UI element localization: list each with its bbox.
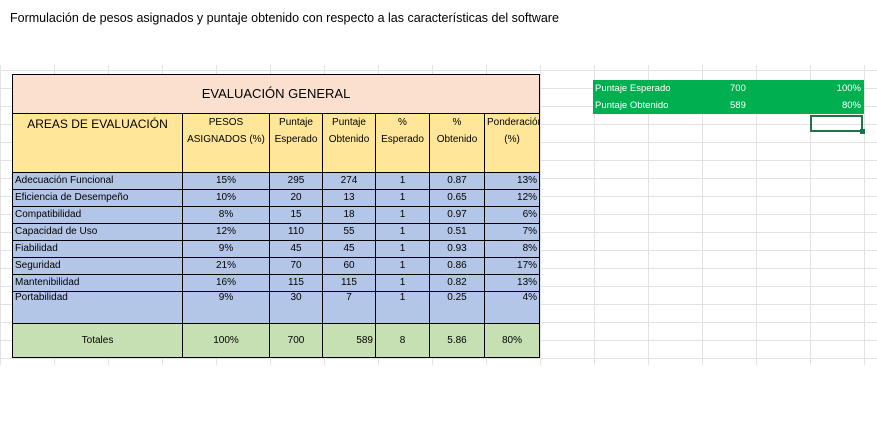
- summary-pct[interactable]: 100%: [836, 83, 861, 94]
- cell-area[interactable]: Eficiencia de Desempeño: [12, 189, 183, 207]
- cell-esperado[interactable]: 45: [269, 240, 323, 258]
- cell-pct-esperado[interactable]: 1: [375, 206, 430, 224]
- cell-obtenido[interactable]: 7: [322, 291, 376, 324]
- cell-peso[interactable]: 21%: [182, 257, 270, 275]
- col-header-areas[interactable]: AREAS DE EVALUACIÓN: [12, 113, 183, 173]
- col-header-pct-esperado[interactable]: % Esperado: [375, 113, 430, 173]
- cell-ponderacion[interactable]: 6%: [483, 206, 541, 224]
- cell-area[interactable]: Capacidad de Uso: [12, 223, 183, 241]
- totals-pct-obtenido[interactable]: 5.86: [429, 323, 485, 358]
- cell-obtenido[interactable]: 274: [322, 172, 376, 190]
- cell-pct-obtenido[interactable]: 0.51: [429, 223, 485, 241]
- cell-esperado[interactable]: 20: [269, 189, 323, 207]
- cell-area[interactable]: Portabilidad: [12, 291, 183, 324]
- totals-row: Totales 100% 700 589 8 5.86 80%: [12, 323, 541, 358]
- cell-ponderacion[interactable]: 13%: [483, 274, 541, 292]
- cell-area[interactable]: Adecuación Funcional: [12, 172, 183, 190]
- cell-peso[interactable]: 15%: [182, 172, 270, 190]
- cell-obtenido[interactable]: 45: [322, 240, 376, 258]
- cell-pct-obtenido[interactable]: 0.87: [429, 172, 485, 190]
- cell-peso[interactable]: 9%: [182, 291, 270, 324]
- cell-obtenido[interactable]: 13: [322, 189, 376, 207]
- cell-area[interactable]: Fiabilidad: [12, 240, 183, 258]
- col-header-ponderacion[interactable]: Ponderación (%): [483, 113, 541, 173]
- cell-ponderacion[interactable]: 8%: [483, 240, 541, 258]
- evaluation-table: EVALUACIÓN GENERAL AREAS DE EVALUACIÓN P…: [11, 74, 541, 358]
- col-header-pct-obtenido[interactable]: % Obtenido: [429, 113, 485, 173]
- cell-area[interactable]: Compatibilidad: [12, 206, 183, 224]
- cell-peso[interactable]: 12%: [182, 223, 270, 241]
- cell-esperado[interactable]: 295: [269, 172, 323, 190]
- table-row: Eficiencia de Desempeño 10% 20 13 1 0.65 12%: [12, 189, 541, 207]
- col-header-esperado[interactable]: Puntaje Esperado: [269, 113, 323, 173]
- cell-ponderacion[interactable]: 13%: [483, 172, 541, 190]
- cell-area[interactable]: Seguridad: [12, 257, 183, 275]
- cell-pct-obtenido[interactable]: 0.86: [429, 257, 485, 275]
- selected-cell[interactable]: [810, 115, 865, 134]
- summary-pct[interactable]: 80%: [841, 100, 861, 111]
- table-row: Mantenibilidad 16% 115 115 1 0.82 13%: [12, 274, 541, 292]
- table-row: Compatibilidad 8% 15 18 1 0.97 6%: [12, 206, 541, 224]
- summary-label[interactable]: Puntaje Obtenido: [595, 100, 669, 111]
- totals-obtenido[interactable]: 589: [322, 323, 376, 358]
- summary-value[interactable]: 589: [730, 100, 746, 111]
- cell-ponderacion[interactable]: 7%: [483, 223, 541, 241]
- totals-ponderacion[interactable]: 80%: [483, 323, 541, 358]
- summary-label[interactable]: Puntaje Esperado: [595, 83, 671, 94]
- cell-obtenido[interactable]: 115: [322, 274, 376, 292]
- cell-pct-esperado[interactable]: 1: [375, 223, 430, 241]
- cell-area[interactable]: Mantenibilidad: [12, 274, 183, 292]
- cell-pct-obtenido[interactable]: 0.25: [429, 291, 485, 324]
- cell-pct-obtenido[interactable]: 0.82: [429, 274, 485, 292]
- totals-esperado[interactable]: 700: [269, 323, 323, 358]
- cell-pct-esperado[interactable]: 1: [375, 291, 430, 324]
- cell-peso[interactable]: 16%: [182, 274, 270, 292]
- cell-esperado[interactable]: 70: [269, 257, 323, 275]
- summary-value[interactable]: 700: [730, 83, 746, 94]
- cell-ponderacion[interactable]: 12%: [483, 189, 541, 207]
- cell-ponderacion[interactable]: 17%: [483, 257, 541, 275]
- table-row: Adecuación Funcional 15% 295 274 1 0.87 13%: [12, 172, 541, 190]
- cell-pct-esperado[interactable]: 1: [375, 240, 430, 258]
- summary-row-esperado: Puntaje Esperado 700 100%: [593, 80, 864, 97]
- cell-obtenido[interactable]: 18: [322, 206, 376, 224]
- cell-esperado[interactable]: 110: [269, 223, 323, 241]
- totals-pct-esperado[interactable]: 8: [375, 323, 430, 358]
- table-row: Seguridad 21% 70 60 1 0.86 17%: [12, 257, 541, 275]
- cell-pct-esperado[interactable]: 1: [375, 189, 430, 207]
- totals-label[interactable]: Totales: [12, 323, 183, 358]
- table-row: Capacidad de Uso 12% 110 55 1 0.51 7%: [12, 223, 541, 241]
- cell-peso[interactable]: 8%: [182, 206, 270, 224]
- cell-pct-obtenido[interactable]: 0.93: [429, 240, 485, 258]
- col-header-pesos[interactable]: PESOS ASIGNADOS (%): [182, 113, 270, 173]
- table-row: Portabilidad 9% 30 7 1 0.25 4%: [12, 291, 541, 324]
- summary-block: Puntaje Esperado 700 100% Puntaje Obteni…: [593, 80, 864, 114]
- cell-pct-esperado[interactable]: 1: [375, 172, 430, 190]
- cell-ponderacion[interactable]: 4%: [483, 291, 541, 324]
- totals-peso[interactable]: 100%: [182, 323, 270, 358]
- table-row: Fiabilidad 9% 45 45 1 0.93 8%: [12, 240, 541, 258]
- cell-esperado[interactable]: 15: [269, 206, 323, 224]
- cell-peso[interactable]: 9%: [182, 240, 270, 258]
- cell-pct-obtenido[interactable]: 0.65: [429, 189, 485, 207]
- col-header-obtenido[interactable]: Puntaje Obtenido: [322, 113, 376, 173]
- cell-peso[interactable]: 10%: [182, 189, 270, 207]
- cell-esperado[interactable]: 30: [269, 291, 323, 324]
- cell-pct-esperado[interactable]: 1: [375, 274, 430, 292]
- cell-obtenido[interactable]: 60: [322, 257, 376, 275]
- cell-obtenido[interactable]: 55: [322, 223, 376, 241]
- cell-pct-esperado[interactable]: 1: [375, 257, 430, 275]
- summary-row-obtenido: Puntaje Obtenido 589 80%: [593, 97, 864, 114]
- cell-pct-obtenido[interactable]: 0.97: [429, 206, 485, 224]
- page-title: Formulación de pesos asignados y puntaje…: [10, 11, 559, 25]
- table-heading[interactable]: EVALUACIÓN GENERAL: [11, 74, 541, 114]
- cell-esperado[interactable]: 115: [269, 274, 323, 292]
